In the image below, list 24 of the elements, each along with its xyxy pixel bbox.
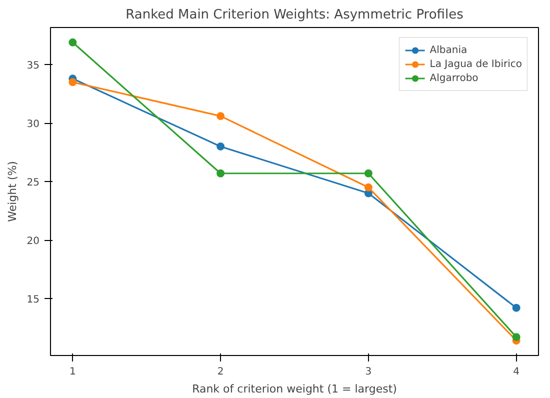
x-tick-label: 2 [217,366,224,378]
y-tick-label: 20 [26,236,40,248]
chart-title: Ranked Main Criterion Weights: Asymmetric Profiles [126,8,464,22]
point [216,169,225,178]
x-tick-label: 1 [70,366,76,378]
y-axis-title: Weight (%) [6,161,19,222]
point [68,78,77,86]
x-tick-label: 4 [513,366,520,378]
x-tick-label: 3 [365,366,372,378]
point [364,169,372,178]
point [216,112,225,120]
y-tick-label: 35 [26,60,40,72]
point [68,38,77,46]
point [512,304,520,312]
legend-label: La Jagua de Ibirico [430,58,522,71]
y-tick-label: 15 [26,294,40,306]
x-axis-title: Rank of criterion weight (1 = largest) [192,382,397,396]
y-tick-label: 25 [26,178,40,189]
legend-label: Algarrobo [430,72,478,85]
y-tick-label: 30 [26,119,40,130]
legend-label: Albania [430,44,468,57]
point [216,142,225,150]
point [512,333,520,342]
point [364,183,372,192]
